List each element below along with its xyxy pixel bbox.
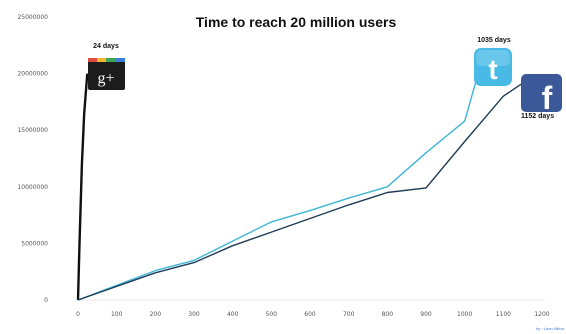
x-tick-label: 700 bbox=[343, 311, 355, 318]
google-plus-icon: g+ bbox=[88, 58, 125, 90]
credit-text: by ~Leon Hilton bbox=[536, 326, 564, 331]
annotation-google: 24 days bbox=[93, 43, 119, 50]
x-tick-label: 0 bbox=[76, 311, 80, 318]
x-tick-label: 100 bbox=[111, 311, 123, 318]
x-tick-label: 300 bbox=[188, 311, 200, 318]
x-tick-label: 500 bbox=[266, 311, 278, 318]
annotation-twitter: 1035 days bbox=[477, 37, 511, 44]
x-tick-label: 800 bbox=[382, 311, 394, 318]
x-tick-label: 1000 bbox=[457, 311, 472, 318]
y-tick-label: 5000000 bbox=[21, 240, 48, 247]
y-tick-label: 20000000 bbox=[17, 71, 48, 78]
series-line-twitter bbox=[77, 73, 479, 301]
twitter-icon: t bbox=[474, 48, 512, 86]
x-axis: 0 100 200 300 400 500 600 700 800 900 1000 1100 1200 bbox=[76, 311, 550, 318]
y-tick-label: 25000000 bbox=[17, 14, 48, 21]
series-line-google bbox=[76, 73, 89, 301]
series-line-facebook bbox=[77, 82, 524, 301]
annotation-facebook: 1152 days bbox=[521, 113, 554, 120]
x-tick-label: 200 bbox=[150, 311, 162, 318]
x-tick-label: 900 bbox=[420, 311, 432, 318]
svg-text:t: t bbox=[488, 54, 497, 85]
svg-text:g+: g+ bbox=[97, 70, 114, 87]
x-tick-label: 400 bbox=[227, 311, 239, 318]
x-tick-label: 1200 bbox=[534, 311, 549, 318]
series-lines bbox=[76, 73, 524, 301]
y-axis: 0 5000000 10000000 15000000 20000000 25000000 bbox=[17, 14, 48, 304]
svg-text:f: f bbox=[542, 80, 553, 116]
facebook-icon: f bbox=[521, 74, 562, 116]
x-tick-label: 1100 bbox=[496, 311, 511, 318]
chart-title: Time to reach 20 million users bbox=[196, 14, 397, 30]
x-tick-label: 600 bbox=[304, 311, 316, 318]
y-tick-label: 15000000 bbox=[17, 127, 48, 134]
y-tick-label: 0 bbox=[44, 297, 48, 304]
y-tick-label: 10000000 bbox=[17, 184, 48, 191]
